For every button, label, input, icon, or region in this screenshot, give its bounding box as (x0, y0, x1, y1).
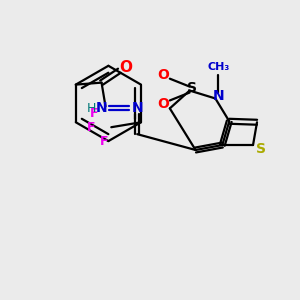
Text: S: S (187, 81, 196, 94)
Text: F: F (90, 107, 99, 120)
Text: H: H (87, 102, 96, 115)
Text: O: O (157, 68, 169, 82)
Text: O: O (157, 98, 169, 111)
Text: CH₃: CH₃ (207, 62, 230, 72)
Text: S: S (256, 142, 266, 156)
Text: N: N (212, 88, 224, 103)
Text: O: O (119, 60, 132, 75)
Text: N: N (96, 101, 107, 116)
Text: F: F (87, 121, 96, 134)
Text: N: N (131, 101, 143, 116)
Text: F: F (100, 135, 109, 148)
